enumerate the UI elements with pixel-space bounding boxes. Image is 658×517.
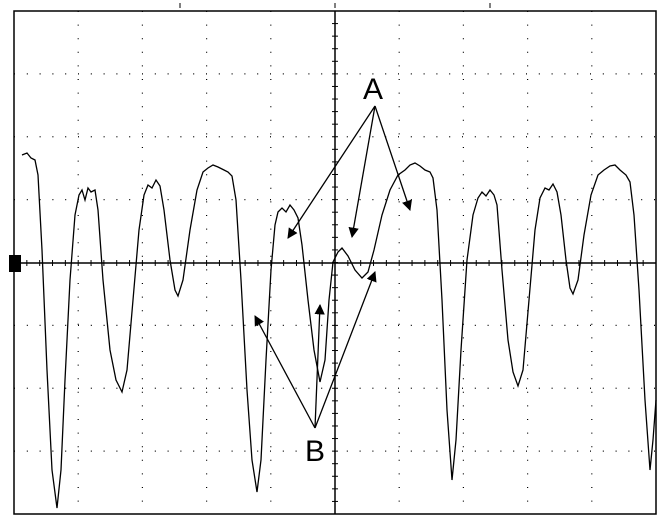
label-backdrop [360,75,386,103]
arrow [254,315,316,429]
annotation-label: A [363,73,383,106]
arrow [287,105,376,239]
label-backdrop [302,433,328,463]
ground-marker [9,255,21,272]
annotation-label: B [305,435,325,468]
arrow [314,271,377,429]
arrow [348,105,376,239]
waveform [21,152,657,509]
arrow [374,105,412,211]
arrow [314,303,325,429]
arrows-b [254,271,377,429]
arrows-a [287,105,412,239]
